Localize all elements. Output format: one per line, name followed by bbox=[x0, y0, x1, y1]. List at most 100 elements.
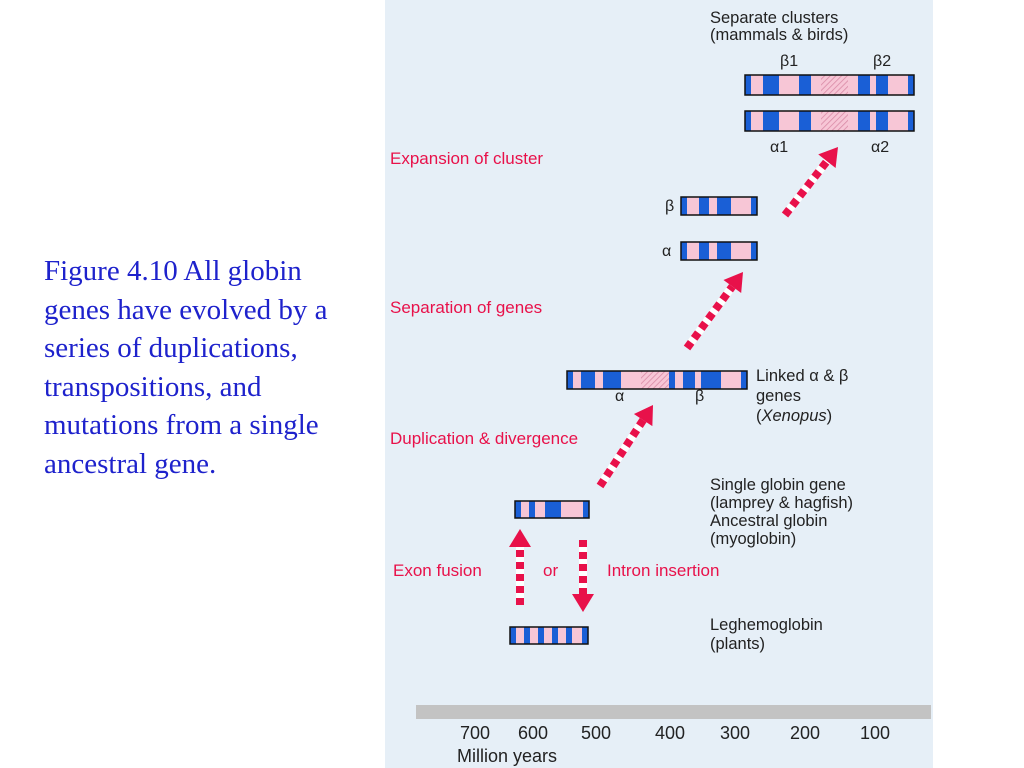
exon-segment bbox=[515, 501, 521, 518]
linked-beta-label: β bbox=[695, 388, 704, 405]
figure-caption: Figure 4.10 All globin genes have evolve… bbox=[44, 255, 328, 480]
intron-segment bbox=[544, 627, 552, 644]
single-globin-label: Single globin gene bbox=[710, 476, 846, 494]
intron-segment bbox=[751, 75, 763, 95]
exon-segment bbox=[552, 627, 558, 644]
intron-segment bbox=[535, 501, 545, 518]
intron-segment bbox=[687, 242, 699, 260]
arrow-to-linked bbox=[596, 405, 653, 489]
spacer-segment bbox=[821, 111, 848, 131]
arrow-intron-insertion bbox=[572, 540, 594, 612]
exon-segment bbox=[876, 111, 888, 131]
exon-segment bbox=[799, 111, 811, 131]
exon-segment bbox=[681, 242, 687, 260]
intron-segment bbox=[573, 371, 581, 389]
arrow-head bbox=[723, 272, 743, 294]
axis-tick-200: 200 bbox=[790, 723, 820, 743]
arrow-head bbox=[633, 405, 653, 427]
exon-segment bbox=[566, 627, 572, 644]
exon-segment bbox=[524, 627, 530, 644]
exon-segment bbox=[567, 371, 573, 389]
exon-segment bbox=[583, 501, 589, 518]
intron-segment bbox=[621, 371, 641, 389]
mammals-birds-label: (mammals & birds) bbox=[710, 26, 848, 44]
arrow-head bbox=[818, 147, 838, 168]
arrow-to-clusters bbox=[781, 147, 838, 218]
axis-tick-300: 300 bbox=[720, 723, 750, 743]
exon-segment bbox=[582, 627, 588, 644]
gene-outline bbox=[744, 110, 915, 132]
exon-segment bbox=[717, 242, 731, 260]
spacer-segment bbox=[641, 371, 669, 389]
gene-alpha-cluster bbox=[744, 110, 915, 132]
axis-tick-100: 100 bbox=[860, 723, 890, 743]
axis-tick-500: 500 bbox=[581, 723, 611, 743]
plants-label: (plants) bbox=[710, 635, 765, 653]
intron-segment bbox=[848, 111, 858, 131]
stage-separation-label: Separation of genes bbox=[390, 298, 542, 317]
arrow-head bbox=[572, 594, 594, 612]
intron-segment bbox=[888, 75, 908, 95]
gene-outline bbox=[514, 500, 590, 519]
gene-leghemoglobin bbox=[509, 626, 589, 645]
intron-segment bbox=[811, 75, 821, 95]
separate-clusters-label: Separate clusters bbox=[710, 9, 838, 27]
gene-alpha1-label: α1 bbox=[770, 139, 788, 156]
exon-segment bbox=[876, 75, 888, 95]
intron-segment bbox=[779, 75, 799, 95]
intron-segment bbox=[695, 371, 701, 389]
intron-segment bbox=[561, 501, 583, 518]
stage-exon-fusion-label: Exon fusion bbox=[393, 561, 482, 580]
gene-alpha-label: α bbox=[662, 243, 671, 260]
intron-segment bbox=[558, 627, 566, 644]
intron-segment bbox=[530, 627, 538, 644]
exon-segment bbox=[681, 197, 687, 215]
exon-segment bbox=[799, 75, 811, 95]
intron-segment bbox=[675, 371, 683, 389]
intron-segment bbox=[811, 111, 821, 131]
myoglobin-label: (myoglobin) bbox=[710, 530, 796, 548]
gene-outline bbox=[680, 196, 758, 216]
exon-segment bbox=[908, 75, 914, 95]
exon-segment bbox=[858, 111, 870, 131]
intron-segment bbox=[888, 111, 908, 131]
arrow-shaft bbox=[683, 284, 736, 351]
spacer-segment bbox=[821, 75, 848, 95]
exon-segment bbox=[545, 501, 561, 518]
exon-segment bbox=[529, 501, 535, 518]
exon-segment bbox=[581, 371, 595, 389]
gene-beta1-label: β1 bbox=[780, 53, 798, 70]
intron-segment bbox=[709, 242, 717, 260]
globin-evolution-diagram: Expansion of cluster Separation of genes… bbox=[385, 0, 933, 768]
exon-segment bbox=[669, 371, 675, 389]
stage-duplication-label: Duplication & divergence bbox=[390, 429, 578, 448]
exon-segment bbox=[701, 371, 721, 389]
time-axis-bar bbox=[416, 705, 931, 719]
linked-genes-label: Linked α & β bbox=[756, 367, 848, 385]
exon-segment bbox=[741, 371, 747, 389]
exon-segment bbox=[763, 75, 779, 95]
exon-segment bbox=[751, 197, 757, 215]
gene-outline bbox=[744, 74, 915, 96]
arrow-to-separated bbox=[683, 272, 743, 351]
intron-segment bbox=[870, 75, 876, 95]
exon-segment bbox=[858, 75, 870, 95]
stage-expansion-label: Expansion of cluster bbox=[390, 149, 543, 168]
intron-segment bbox=[721, 371, 741, 389]
intron-segment bbox=[687, 197, 699, 215]
gene-beta-label: β bbox=[665, 198, 674, 215]
xenopus-label: (Xenopus) bbox=[756, 407, 832, 425]
gene-alpha2-label: α2 bbox=[871, 139, 889, 156]
gene-beta bbox=[680, 196, 758, 216]
exon-segment bbox=[745, 111, 751, 131]
arrow-exon-fusion bbox=[509, 529, 531, 605]
exon-segment bbox=[538, 627, 544, 644]
exon-segment bbox=[908, 111, 914, 131]
gene-outline bbox=[509, 626, 589, 645]
exon-segment bbox=[699, 197, 709, 215]
exon-segment bbox=[683, 371, 695, 389]
axis-label: Million years bbox=[457, 746, 557, 766]
intron-segment bbox=[709, 197, 717, 215]
exon-segment bbox=[745, 75, 751, 95]
arrow-shaft-base bbox=[781, 158, 831, 218]
